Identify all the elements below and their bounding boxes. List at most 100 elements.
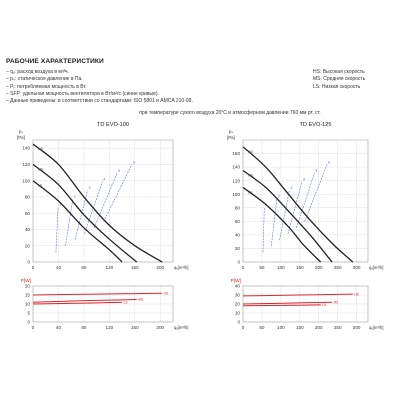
curve-label: HS <box>248 150 253 154</box>
sfp-label: 2 <box>278 195 280 199</box>
y-axis-label-1: pₛ <box>229 129 233 134</box>
y-tick-label: 40 <box>235 284 241 289</box>
power-curve-label: MS <box>138 298 143 302</box>
sfp-label: 3 <box>290 186 292 190</box>
pressure-curve-ms <box>32 163 138 263</box>
y-tick-label: 60 <box>235 219 241 224</box>
y-tick-label: 140 <box>232 165 240 170</box>
sfp-line <box>74 189 88 241</box>
x-tick-label: 300 <box>353 265 361 270</box>
x-tick-label: 160 <box>131 265 139 270</box>
sfp-label: 5 <box>118 169 120 173</box>
sfp-line <box>93 172 118 228</box>
y-tick-label: 10 <box>25 302 31 307</box>
header: РАБОЧИЕ ХАРАКТЕРИСТИКИ <box>6 58 394 65</box>
pressure-curve-hs <box>32 143 163 263</box>
plot-frame <box>32 139 174 263</box>
y-tick-label: 120 <box>232 178 240 183</box>
power-curve-label: LS <box>124 300 128 304</box>
power-curve-label: HS <box>164 291 168 295</box>
curve-label: HS <box>38 147 43 151</box>
sfp-line <box>103 164 133 222</box>
x-tick-label: 100 <box>277 325 285 330</box>
x-tick-label: 250 <box>334 325 342 330</box>
y-tick-label: 30 <box>235 293 241 298</box>
x-tick-label: 40 <box>56 325 62 330</box>
x-tick-label: 150 <box>296 325 304 330</box>
note-pressure: – pₛ: статическое давление в Па. <box>6 76 83 83</box>
sfp-label: 5 <box>316 169 318 173</box>
y-tick-label: 80 <box>25 195 31 200</box>
pressure-curve-hs <box>242 146 354 263</box>
x-tick-label: 0 <box>242 265 245 270</box>
section-title: РАБОЧИЕ ХАРАКТЕРИСТИКИ <box>6 58 104 65</box>
x-axis-label-0: qᵥ[m³/h] <box>174 325 188 330</box>
sfp-line <box>279 189 290 241</box>
sfp-label: 4 <box>103 177 105 181</box>
x-tick-label: 80 <box>81 325 87 330</box>
sfp-label: 1 <box>59 203 61 207</box>
sfp-line <box>55 207 59 253</box>
y-tick-label: 100 <box>232 192 240 197</box>
pressure-curve-ls <box>242 186 322 263</box>
note-flow: – qᵥ: расход воздуха в м³/ч. <box>6 69 69 75</box>
x-tick-label: 50 <box>259 325 265 330</box>
curve-label: LS <box>38 184 43 188</box>
y-axis-unit-1: [Pa] <box>227 135 235 140</box>
y-axis-label-0: pₛ <box>19 129 23 134</box>
notes-list: – qᵥ: расход воздуха в м³/ч. – pₛ: стати… <box>6 69 261 105</box>
x-tick-label: 40 <box>56 265 62 270</box>
y-tick-label: 15 <box>25 293 31 298</box>
y-tick-label: 20 <box>235 302 241 307</box>
speed-ls: LS: Низкая скорость <box>313 83 361 90</box>
x-tick-label: 0 <box>32 325 35 330</box>
x-tick-label: 50 <box>259 265 265 270</box>
power-axis-label-1: P[W] <box>231 278 241 284</box>
speed-hs: HS: Высокая скорость <box>313 69 365 75</box>
y-tick-label: 160 <box>232 151 240 156</box>
x-tick-label: 0 <box>32 265 35 270</box>
chart-title-0: TD EVO-100 <box>97 122 129 128</box>
y-tick-label: 100 <box>22 178 30 183</box>
y-axis-unit-0: [Pa] <box>17 135 25 140</box>
x-tick-label: 200 <box>156 265 164 270</box>
sfp-label: 2 <box>74 195 76 199</box>
x-tick-label: 200 <box>315 265 323 270</box>
curve-label: MS <box>38 167 44 171</box>
y-tick-label: 0 <box>237 320 240 325</box>
note-standards: – Данные приведены: в соответствии со ст… <box>6 98 193 105</box>
speed-ms: MS: Средняя скорость <box>313 76 366 83</box>
test-condition: при температуре сухого воздуха 20°С и ат… <box>139 110 321 116</box>
y-tick-label: 10 <box>235 311 241 316</box>
power-curve-ls <box>32 301 123 305</box>
pressure-curve-ms <box>242 169 333 263</box>
y-tick-label: 120 <box>22 162 30 167</box>
y-tick-label: 5 <box>27 311 30 316</box>
y-tick-label: 40 <box>235 232 241 237</box>
note-power: – Pᵢ: потребляемая мощность в Вт. <box>6 83 87 90</box>
y-tick-label: 40 <box>25 227 31 232</box>
curve-label: MS <box>248 174 254 178</box>
power-curve-ms <box>32 299 137 303</box>
sfp-line <box>304 164 328 222</box>
sfp-line <box>271 198 278 247</box>
speed-legend: HS: Высокая скорость MS: Средняя скорост… <box>313 69 365 91</box>
x-tick-label: 80 <box>81 265 87 270</box>
sfp-line <box>262 207 265 253</box>
sfp-line <box>65 198 74 247</box>
x-tick-label: 200 <box>315 325 323 330</box>
x-tick-label: 120 <box>106 325 114 330</box>
y-tick-label: 80 <box>235 205 241 210</box>
x-axis-label-1: qᵥ[m³/h] <box>369 325 383 330</box>
power-curve-hs <box>32 292 163 296</box>
x-tick-label: 150 <box>296 265 304 270</box>
x-tick-label: 200 <box>156 325 164 330</box>
x-axis-label-1: qᵥ[m³/h] <box>369 265 383 270</box>
pressure-curve-ls <box>32 180 123 263</box>
sfp-line <box>287 181 303 235</box>
sfp-label: 3 <box>89 186 91 190</box>
y-tick-label: 20 <box>235 246 241 251</box>
x-tick-label: 100 <box>277 265 285 270</box>
x-tick-label: 160 <box>131 325 139 330</box>
x-tick-label: 0 <box>242 325 245 330</box>
